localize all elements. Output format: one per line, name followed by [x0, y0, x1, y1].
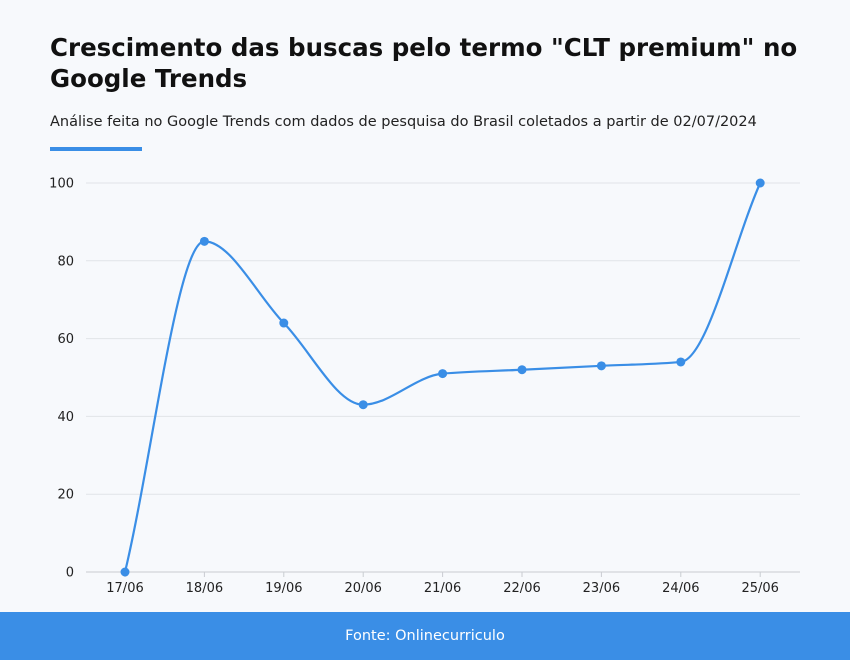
x-tick-label: 23/06: [583, 581, 620, 596]
y-tick-label: 0: [66, 566, 74, 581]
x-tick-label: 25/06: [741, 581, 778, 596]
data-point: [279, 318, 289, 328]
footer-bar: Fonte: Onlinecurriculo: [0, 612, 850, 660]
y-tick-label: 60: [57, 332, 74, 347]
x-tick-label: 17/06: [106, 581, 143, 596]
y-tick-label: 100: [49, 177, 74, 192]
chart-subtitle: Análise feita no Google Trends com dados…: [50, 114, 757, 130]
series-line: [123, 182, 762, 573]
data-point: [517, 365, 527, 375]
x-tick-label: 21/06: [424, 581, 461, 596]
x-tick-label: 18/06: [186, 581, 223, 596]
y-tick-label: 40: [57, 410, 74, 425]
chart-title: Crescimento das buscas pelo termo "CLT p…: [50, 33, 798, 93]
x-tick-label: 22/06: [503, 581, 540, 596]
y-tick-label: 20: [57, 488, 74, 503]
data-point: [438, 369, 448, 379]
line-chart: 0 20 40 60 80 100 17/06 18/06 19/06 20/06 21/06 22/…: [49, 177, 800, 596]
data-point: [358, 400, 368, 410]
accent-bar: [50, 147, 142, 151]
data-point: [755, 178, 765, 188]
data-point: [120, 567, 130, 577]
data-point: [676, 357, 686, 367]
data-point: [199, 236, 209, 246]
x-tick-label: 24/06: [662, 581, 699, 596]
source-label: Fonte: Onlinecurriculo: [345, 628, 505, 644]
y-tick-label: 80: [57, 254, 74, 269]
data-point: [596, 361, 606, 371]
x-tick-label: 19/06: [265, 581, 302, 596]
x-tick-label: 20/06: [344, 581, 381, 596]
